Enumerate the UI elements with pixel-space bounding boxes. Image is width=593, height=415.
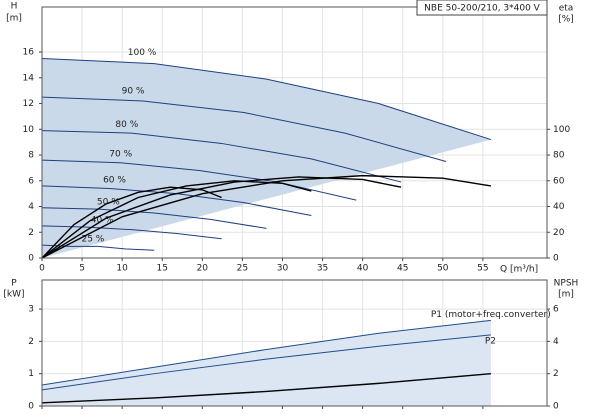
y-tick-label: 4 xyxy=(28,202,34,212)
y-tick-label: 8 xyxy=(28,151,34,161)
y-tick-label: 10 xyxy=(23,125,35,135)
series-label: 70 % xyxy=(109,150,132,160)
y-tick-label: 12 xyxy=(23,99,34,109)
curve xyxy=(41,176,402,259)
x-tick-label: 30 xyxy=(277,264,289,274)
y2-unit: [m] xyxy=(558,290,574,300)
curve xyxy=(41,207,267,229)
x-tick-label: 20 xyxy=(197,264,209,274)
y-tick-label: 3 xyxy=(28,305,34,315)
y-tick-label: 14 xyxy=(23,73,35,83)
curve xyxy=(41,186,222,259)
y-tick-label: 6 xyxy=(28,176,34,186)
operating-area xyxy=(42,320,491,406)
y2-tick-label: 2 xyxy=(553,369,559,379)
curve xyxy=(41,57,492,141)
curve xyxy=(41,174,491,259)
chart-title: NBE 50-200/210, 3*400 V xyxy=(424,4,541,14)
curve xyxy=(41,319,491,386)
curve xyxy=(41,159,357,201)
series-label: P2 xyxy=(485,336,496,346)
x-tick-label: 50 xyxy=(437,264,449,274)
title-box xyxy=(416,0,548,16)
x-tick-label: 35 xyxy=(317,264,328,274)
y-tick-label: 2 xyxy=(28,337,34,347)
y-unit: [m] xyxy=(6,14,22,24)
series-label: 25 % xyxy=(81,235,104,245)
x-tick-label: 25 xyxy=(237,264,248,274)
x-tick-label: 0 xyxy=(39,264,45,274)
y2-label: NPSH xyxy=(554,279,579,289)
plot-frame xyxy=(41,6,548,259)
y2-tick-label: 40 xyxy=(553,202,565,212)
series-label: 60 % xyxy=(103,175,126,185)
y-tick-label: 2 xyxy=(28,228,34,238)
plot-frame xyxy=(41,279,548,407)
series-label: 90 % xyxy=(122,87,145,97)
y-label: P xyxy=(11,279,17,289)
y-tick-label: 0 xyxy=(28,402,34,412)
x-tick-label: 45 xyxy=(397,264,408,274)
y2-tick-label: 0 xyxy=(553,402,559,412)
x-tick-label: 10 xyxy=(116,264,128,274)
y2-tick-label: 80 xyxy=(553,151,565,161)
y2-tick-label: 0 xyxy=(553,254,559,264)
y2-tick-label: 4 xyxy=(553,337,559,347)
y2-unit: [%] xyxy=(558,15,574,25)
y-tick-label: 0 xyxy=(28,254,34,264)
x-tick-label: 55 xyxy=(477,264,488,274)
x-tick-label: 15 xyxy=(157,264,168,274)
y-unit: [kW] xyxy=(3,290,24,300)
x-tick-label: 5 xyxy=(79,264,85,274)
curve xyxy=(41,334,491,391)
curve xyxy=(41,96,447,162)
series-label: 80 % xyxy=(115,120,138,130)
y2-tick-label: 100 xyxy=(553,125,570,135)
series-label: 50 % xyxy=(97,197,120,207)
curve xyxy=(41,130,402,183)
y2-tick-label: 60 xyxy=(553,176,565,186)
y-label: H xyxy=(11,2,18,12)
curve xyxy=(41,180,312,259)
y-tick-label: 1 xyxy=(28,369,34,379)
y2-tick-label: 20 xyxy=(553,228,565,238)
curve xyxy=(41,372,491,404)
y2-label: eta xyxy=(559,4,574,14)
y-tick-label: 16 xyxy=(23,48,35,58)
series-label: P1 (motor+freq.converter) xyxy=(431,310,551,320)
x-tick-label: 40 xyxy=(357,264,369,274)
y2-tick-label: 6 xyxy=(553,305,559,315)
x-label: Q [m³/h] xyxy=(500,265,538,275)
series-label: 100 % xyxy=(128,48,157,58)
